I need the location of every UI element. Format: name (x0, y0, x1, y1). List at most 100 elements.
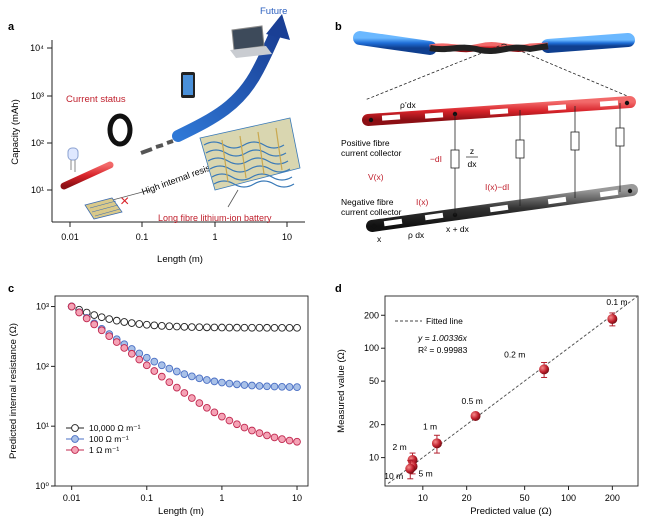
panel-c-point-series-2 (67, 302, 76, 311)
panel-c-xlabel: Length (m) (158, 506, 204, 517)
panel-c-point-series-0 (278, 323, 286, 332)
panel-c-point-series-2 (112, 338, 121, 346)
panel-a-xticks: 0.01 0.1 1 10 (61, 222, 292, 242)
panel-c-series (67, 302, 301, 446)
negative-collector-label-2: current collector (341, 207, 402, 217)
panel-c-plot-frame (54, 295, 309, 487)
panel-c-point-series-2 (180, 389, 189, 397)
panel-d-ytick-label: 100 (364, 343, 379, 353)
panel-a-xtick-label: 0.01 (61, 232, 79, 242)
panel-d-axes: 10 10 20 20 50 50 100 100 200 200 (364, 310, 620, 503)
panel-d-label: d (335, 283, 342, 295)
panel-c-point-series-1 (233, 380, 241, 389)
panel-c-point-series-2 (165, 378, 174, 387)
panel-c-point-series-0 (233, 323, 241, 332)
panel-c-point-series-2 (157, 372, 166, 381)
twisted-fibre-illustration (353, 31, 635, 55)
smart-band-icon (107, 113, 133, 147)
legend-label-0: 10,000 Ω m⁻¹ (89, 423, 141, 433)
panel-a-xtick-label: 1 (212, 232, 217, 242)
panel-c-point-series-2 (82, 314, 91, 323)
panel-c-point-series-2 (105, 332, 114, 341)
panel-c-point-series-2 (135, 355, 144, 364)
panel-c-point-series-1 (180, 370, 189, 378)
panel-c-point-series-2 (263, 431, 271, 440)
panel-c-point-series-0 (218, 323, 226, 332)
rho-prime-dx-label: ρ’dx (400, 100, 416, 110)
panel-c-ytick-label: 10³ (36, 302, 49, 312)
positive-collector-label-2: current collector (341, 148, 402, 158)
negative-node-x (371, 223, 377, 229)
point-label: 0.2 m (504, 349, 525, 359)
positive-fibre-resistors (381, 100, 619, 121)
panel-a-xtick-label: 0.1 (136, 232, 149, 242)
panel-a-ylabel: Capacity (mAh) (10, 99, 21, 164)
long-fibre-battery-textile (199, 117, 301, 191)
panel-c-point-series-0 (188, 323, 196, 331)
panel-c-point-series-2 (233, 420, 241, 429)
panel-c-point-series-2 (210, 408, 219, 417)
current-status-label: Current status (66, 94, 126, 105)
panel-c-point-series-0 (248, 323, 256, 332)
z-label: z (470, 146, 474, 156)
panel-c-point-series-2 (195, 399, 204, 407)
led-icon (67, 147, 79, 172)
battery-pointer-line (227, 189, 239, 208)
x-position-label: x (377, 234, 382, 244)
panel-c-point-series-2 (248, 426, 256, 435)
panel-c-point-series-1 (172, 367, 181, 376)
panel-c-point-series-1 (218, 378, 226, 387)
panel-d-ylabel: Measured value (Ω) (336, 349, 347, 433)
panel-c-point-series-1 (188, 372, 196, 381)
panel-d-ytick-label: 200 (364, 310, 379, 320)
small-textile-icon (84, 197, 123, 220)
panel-c-label: c (8, 283, 14, 295)
panel-c-point-series-0 (97, 313, 106, 322)
panel-c-point-series-0 (285, 323, 294, 332)
panel-a-yticks: 10⁴ 10³ 10² 10¹ (30, 43, 52, 195)
legend-label-2: 1 Ω m⁻¹ (89, 445, 119, 455)
panel-d-points: 0.1 m 0.2 m 0.5 m 1 m 2 m 5 m 10 m (384, 297, 627, 481)
panel-c-point-series-0 (90, 311, 99, 319)
panel-c-point-series-0 (142, 320, 151, 329)
panel-d-xlabel: Predicted value (Ω) (470, 506, 552, 517)
panel-c-ylabel: Predicted internal resistance (Ω) (8, 323, 19, 459)
phone-icon (181, 72, 195, 98)
panel-b-label: b (335, 21, 342, 33)
panel-c-point-series-0 (150, 321, 159, 330)
fibre-segments-dashed (140, 139, 174, 155)
panel-d-ytick-label: 50 (369, 376, 379, 386)
panel-c-point-series-1 (263, 382, 271, 391)
panel-c-axes: 0.01 0.1 1 10 10⁰ 10¹ 10² 10³ (35, 302, 302, 503)
future-label: Future (260, 6, 287, 17)
panel-c-point-series-1 (142, 353, 151, 362)
negative-fibre-resistors (383, 189, 619, 227)
panel-c-point-series-2 (90, 320, 99, 329)
point-label: 10 m (384, 471, 403, 481)
long-fibre-battery-label: Long fibre lithium-ion battery (158, 213, 272, 223)
panel-c-xtick-label: 0.01 (63, 493, 81, 503)
panel-c-point-series-0 (210, 323, 219, 332)
panel-c-point-series-0 (255, 323, 264, 332)
panel-c-point-series-0 (270, 323, 279, 332)
panel-c-point-series-0 (203, 323, 211, 332)
panel-c-point-series-1 (165, 364, 174, 373)
point-label: 2 m (393, 442, 407, 452)
zoom-line-right (503, 43, 633, 99)
panel-c-point-series-0 (263, 323, 271, 332)
current-minus-label: I(x)−dI (485, 182, 509, 192)
panel-c-point-series-0 (135, 320, 144, 328)
panel-c-point-series-2 (270, 433, 279, 442)
panel-d-ytick-label: 20 (369, 420, 379, 430)
panel-c-point-series-1 (195, 374, 204, 383)
panel-c-point-series-1 (285, 383, 294, 391)
data-point (539, 364, 550, 375)
panel-c-point-series-2 (150, 367, 159, 375)
panel-d-xtick-label: 20 (462, 493, 472, 503)
data-point (431, 438, 442, 449)
panel-c-point-series-2 (285, 436, 294, 445)
panel-c-point-series-0 (120, 318, 129, 326)
voltage-label: V(x) (368, 172, 384, 182)
positive-node-start (368, 117, 374, 123)
panel-c-point-series-2 (188, 394, 196, 402)
